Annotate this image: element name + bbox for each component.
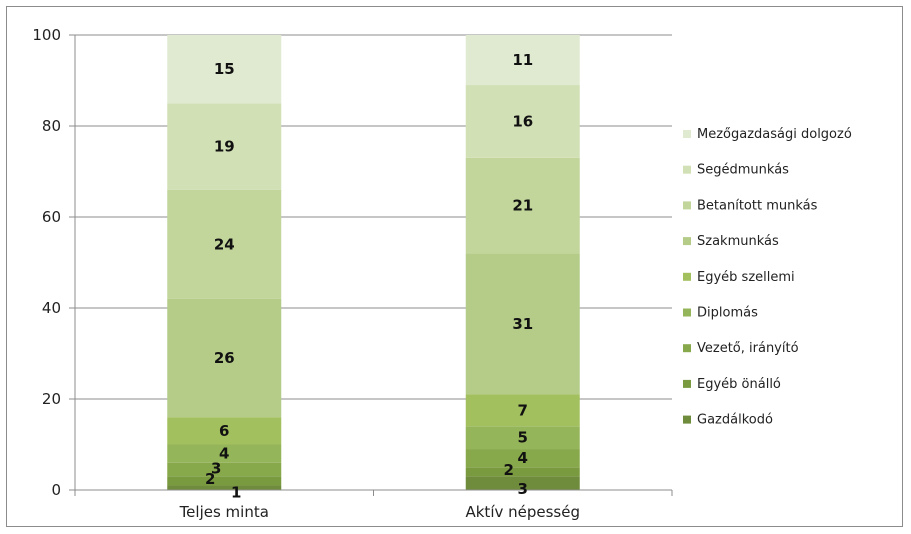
legend-swatch <box>683 130 691 138</box>
bar-segment <box>167 35 282 104</box>
category-label: Aktív népesség <box>465 503 580 521</box>
bar-segment <box>167 417 282 445</box>
legend-label: Diplomás <box>697 306 758 321</box>
legend-swatch <box>683 308 691 317</box>
bar-segment <box>465 157 580 254</box>
y-tick-label: 100 <box>32 26 61 44</box>
legend-swatch <box>683 165 691 174</box>
legend-label: Betanított munkás <box>697 198 818 213</box>
category-label: Teljes minta <box>179 503 269 521</box>
data-label: 7 <box>518 401 528 419</box>
data-label: 2 <box>205 470 215 488</box>
data-label: 1 <box>231 484 241 502</box>
bar-segment <box>167 444 282 463</box>
data-label: 21 <box>512 197 533 215</box>
stacked-bar-chart: 0 20 40 60 80 100 Teljes minta Aktív népesség 1… <box>32 26 852 521</box>
legend-swatch <box>683 237 691 246</box>
bar-segment <box>167 189 282 299</box>
bar-segment <box>465 426 580 450</box>
data-label: 3 <box>518 480 528 498</box>
data-label: 5 <box>518 429 528 447</box>
data-label: 6 <box>219 422 229 440</box>
y-tick-label: 60 <box>42 208 61 226</box>
legend-label: Segédmunkás <box>697 163 789 178</box>
data-label: 3 <box>211 460 221 478</box>
legend-swatch <box>683 415 691 424</box>
legend: Mezőgazdasági dolgozó Segédmunkás Betaníto… <box>683 127 852 428</box>
y-tick-label: 40 <box>42 299 61 317</box>
legend-label: Szakmunkás <box>697 234 779 249</box>
y-tick-label: 20 <box>42 390 61 408</box>
bar-segment <box>167 298 282 418</box>
bar-segment <box>167 103 282 190</box>
axes: 0 20 40 60 80 100 Teljes minta Aktív népesség <box>32 26 673 521</box>
grid-lines <box>75 34 672 400</box>
legend-label: Egyéb szellemi <box>697 270 795 285</box>
data-label: 2 <box>504 461 514 479</box>
data-label: 4 <box>219 445 229 463</box>
data-label: 26 <box>214 349 235 367</box>
bar-segment <box>167 485 282 490</box>
bar-segment <box>167 476 282 486</box>
y-tick-label: 80 <box>42 117 61 135</box>
legend-label: Gazdálkodó <box>697 413 773 428</box>
chart-frame: 0 20 40 60 80 100 Teljes minta Aktív népesség 1… <box>6 6 903 527</box>
bar-segment <box>465 85 580 158</box>
y-tick-label: 0 <box>51 481 61 499</box>
data-label: 24 <box>214 235 235 253</box>
bar-segment <box>465 394 580 427</box>
legend-swatch <box>683 272 691 281</box>
bars <box>167 35 580 490</box>
data-label: 15 <box>214 60 235 78</box>
legend-swatch <box>683 379 691 388</box>
bar-segment <box>465 449 580 468</box>
data-label: 16 <box>512 112 533 130</box>
bar-segment <box>465 253 580 395</box>
data-label: 4 <box>518 449 528 467</box>
legend-label: Mezőgazdasági dolgozó <box>697 127 852 142</box>
legend-swatch <box>683 344 691 353</box>
legend-label: Egyéb önálló <box>697 377 781 392</box>
data-label: 31 <box>512 315 533 333</box>
legend-swatch <box>683 201 691 210</box>
legend-label: Vezető, irányító <box>697 341 799 356</box>
data-label: 11 <box>512 51 533 69</box>
bar-segment <box>167 462 282 477</box>
bar-segment <box>465 35 580 86</box>
data-label: 19 <box>214 137 235 155</box>
bar-segment <box>465 476 580 490</box>
bar-segment <box>465 467 580 477</box>
